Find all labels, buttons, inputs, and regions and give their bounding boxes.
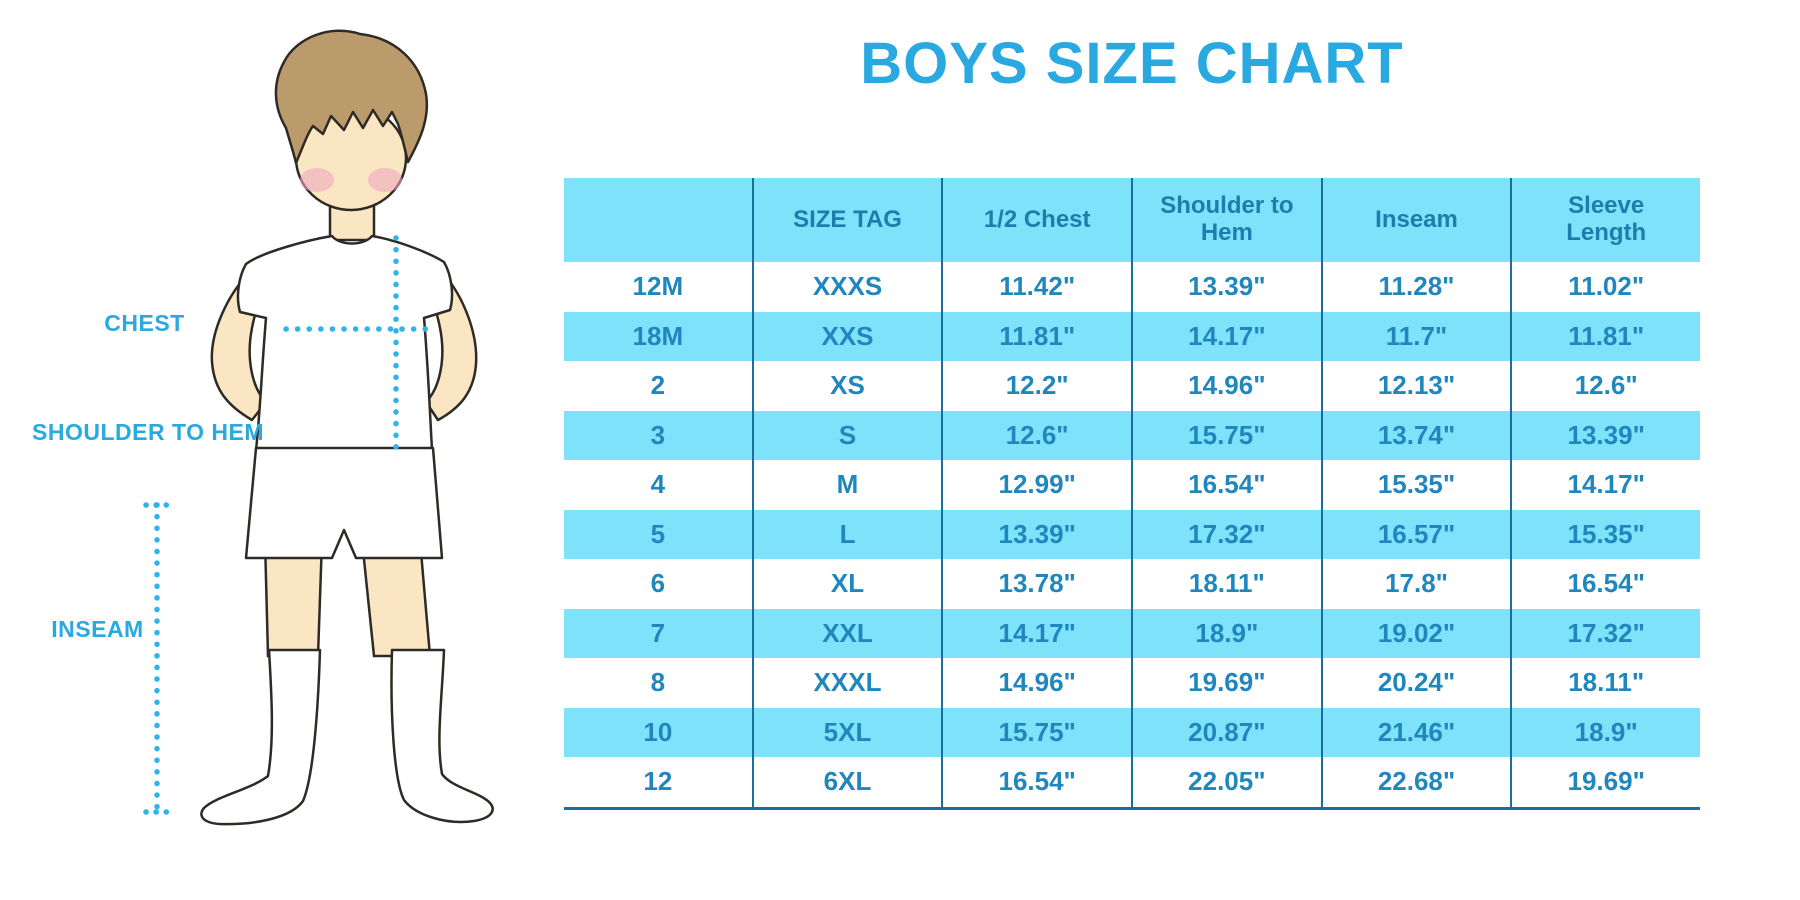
- table-cell: 20.24": [1320, 658, 1511, 708]
- table-cell: 18.9": [1510, 707, 1700, 757]
- right-sock: [390, 648, 494, 824]
- left-sock: [200, 648, 322, 826]
- chest-label: CHEST: [104, 310, 185, 336]
- table-cell: 11.81": [1510, 311, 1700, 361]
- table-cell: 11.7": [1320, 311, 1511, 361]
- table-cell: 13.39": [1510, 410, 1700, 460]
- table-cell: 18M: [632, 320, 684, 351]
- table-cell: 17.32": [1510, 608, 1700, 658]
- table-cell: 18.9": [1131, 608, 1321, 658]
- table-cell: 11.42": [941, 262, 1131, 312]
- shoulder-to-hem-label: SHOULDER TO HEM: [32, 419, 264, 445]
- table-cell: 13.74": [1320, 410, 1511, 460]
- table-header-row: SIZE TAG 1/2 Chest Shoulder to Hem Insea…: [564, 178, 1700, 262]
- table-cell: 14.96": [941, 658, 1131, 708]
- table-cell: 15.35": [1320, 460, 1511, 510]
- boy-measurement-illustration: [143, 29, 494, 826]
- header-cell-sleeve-length: Sleeve Length: [1510, 178, 1700, 262]
- table-cell: 12.13": [1320, 361, 1511, 411]
- t-shirt: [236, 234, 454, 462]
- table-cell: L: [751, 509, 942, 559]
- table-cell: 10: [643, 716, 673, 747]
- table-cell: 12: [643, 766, 673, 797]
- table-cell: 6XL: [751, 757, 942, 807]
- table-cell: XS: [751, 361, 942, 411]
- table-cell: 16.54": [941, 757, 1131, 807]
- table-cell: 11.02": [1510, 262, 1700, 312]
- table-cell: 6: [650, 568, 666, 599]
- table-row: 12 6XL 16.54" 22.05" 22.68" 19.69": [564, 757, 1700, 807]
- table-cell: 14.17": [941, 608, 1131, 658]
- table-row: 7 XXL 14.17" 18.9" 19.02" 17.32": [564, 608, 1700, 658]
- size-table: SIZE TAG 1/2 Chest Shoulder to Hem Insea…: [564, 178, 1700, 810]
- table-row: 4 M 12.99" 16.54" 15.35" 14.17": [564, 460, 1700, 510]
- inseam-label: INSEAM: [51, 616, 144, 642]
- table-cell: 19.02": [1320, 608, 1511, 658]
- table-cell: 16.57": [1320, 509, 1511, 559]
- blush-left-cheek: [300, 168, 334, 192]
- table-cell: 14.17": [1131, 311, 1321, 361]
- table-cell: 22.05": [1131, 757, 1321, 807]
- table-cell: 11.81": [941, 311, 1131, 361]
- header-cell-size-tag: SIZE TAG: [751, 178, 942, 262]
- table-cell: XXS: [751, 311, 942, 361]
- table-cell: 15.75": [1131, 410, 1321, 460]
- table-cell: XXXS: [751, 262, 942, 312]
- table-row: 6 XL 13.78" 18.11" 17.8" 16.54": [564, 559, 1700, 609]
- table-cell: 5: [650, 518, 666, 549]
- shorts: [244, 446, 444, 560]
- table-row: 18M XXS 11.81" 14.17" 11.7" 11.81": [564, 311, 1700, 361]
- header-cell-inseam: Inseam: [1320, 178, 1511, 262]
- table-cell: 5XL: [751, 707, 942, 757]
- table-row: 10 5XL 15.75" 20.87" 21.46" 18.9": [564, 707, 1700, 757]
- table-cell: 19.69": [1510, 757, 1700, 807]
- table-cell: 15.75": [941, 707, 1131, 757]
- table-body: 12M XXXS 11.42" 13.39" 11.28" 11.02" 18M…: [564, 262, 1700, 807]
- table-cell: 16.54": [1131, 460, 1321, 510]
- table-row: 5 L 13.39" 17.32" 16.57" 15.35": [564, 509, 1700, 559]
- table-cell: 12.6": [1510, 361, 1700, 411]
- table-cell: 14.96": [1131, 361, 1321, 411]
- table-cell: 20.87": [1131, 707, 1321, 757]
- table-cell: 8: [650, 667, 666, 698]
- table-cell: 12.99": [941, 460, 1131, 510]
- table-cell: XL: [751, 559, 942, 609]
- table-cell: 19.69": [1131, 658, 1321, 708]
- table-cell: 15.35": [1510, 509, 1700, 559]
- table-cell: 14.17": [1510, 460, 1700, 510]
- table-cell: 7: [650, 617, 666, 648]
- header-cell-shoulder-to-hem: Shoulder to Hem: [1131, 178, 1321, 262]
- table-cell: 13.39": [1131, 262, 1321, 312]
- table-row: 3 S 12.6" 15.75" 13.74" 13.39": [564, 410, 1700, 460]
- table-row: 12M XXXS 11.42" 13.39" 11.28" 11.02": [564, 262, 1700, 312]
- table-cell: 12.2": [941, 361, 1131, 411]
- table-cell: XXL: [751, 608, 942, 658]
- table-cell: 2: [650, 370, 666, 401]
- table-cell: 3: [650, 419, 666, 450]
- table-row: 2 XS 12.2" 14.96" 12.13" 12.6": [564, 361, 1700, 411]
- header-cell-blank: [564, 178, 752, 262]
- hair: [274, 29, 429, 165]
- table-cell: 13.39": [941, 509, 1131, 559]
- header-cell-half-chest: 1/2 Chest: [941, 178, 1131, 262]
- table-cell: 17.8": [1320, 559, 1511, 609]
- table-cell: 4: [650, 469, 666, 500]
- table-cell: M: [751, 460, 942, 510]
- table-cell: 12M: [632, 271, 684, 302]
- page-title: BOYS SIZE CHART: [860, 31, 1404, 96]
- table-row: 8 XXXL 14.96" 19.69" 20.24" 18.11": [564, 658, 1700, 708]
- table-cell: 18.11": [1510, 658, 1700, 708]
- blush-right-cheek: [368, 168, 402, 192]
- table-cell: 13.78": [941, 559, 1131, 609]
- table-cell: XXXL: [751, 658, 942, 708]
- table-cell: 11.28": [1320, 262, 1511, 312]
- table-cell: 21.46": [1320, 707, 1511, 757]
- table-cell: 17.32": [1131, 509, 1321, 559]
- table-cell: 22.68": [1320, 757, 1511, 807]
- table-cell: 18.11": [1131, 559, 1321, 609]
- table-cell: S: [751, 410, 942, 460]
- table-cell: 12.6": [941, 410, 1131, 460]
- table-cell: 16.54": [1510, 559, 1700, 609]
